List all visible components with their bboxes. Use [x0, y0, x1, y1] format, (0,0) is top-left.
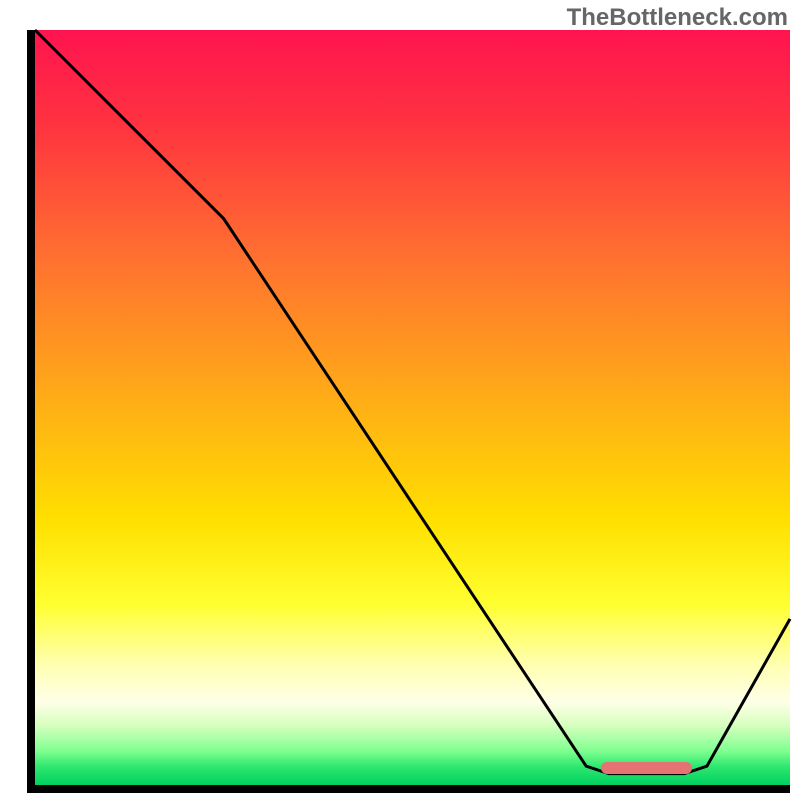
- attribution-text: TheBottleneck.com: [567, 4, 788, 32]
- y-axis-line: [27, 30, 35, 793]
- x-axis-line: [27, 785, 790, 793]
- optimal-range-marker: [601, 762, 692, 774]
- bottleneck-curve: [35, 30, 790, 785]
- plot-area: [35, 30, 790, 785]
- bottleneck-chart: TheBottleneck.com: [0, 0, 800, 800]
- curve-path: [35, 30, 790, 774]
